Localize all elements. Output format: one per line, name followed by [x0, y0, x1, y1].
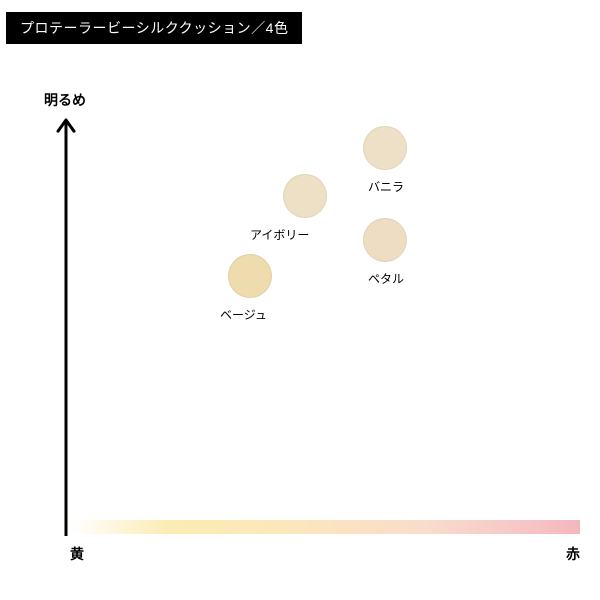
x-axis-right-label: 赤 [566, 544, 580, 564]
swatch-label-beige: ベージュ [220, 306, 267, 323]
swatch-ivory [283, 174, 327, 218]
swatch-label-ivory: アイボリー [250, 226, 309, 243]
x-axis-left-label: 黄 [70, 544, 84, 564]
swatch-petal [363, 218, 407, 262]
swatch-beige [228, 254, 272, 298]
chart-title: プロテーラービーシルククッション／4色 [20, 20, 288, 36]
chart-title-badge: プロテーラービーシルククッション／4色 [6, 12, 302, 44]
x-axis-gradient [70, 520, 580, 534]
swatch-label-petal: ペタル [368, 270, 404, 287]
y-axis-arrow-icon [40, 60, 80, 580]
swatch-label-vanilla: バニラ [368, 178, 404, 195]
swatch-vanilla [363, 126, 407, 170]
shade-chart: 明るめ 黄 赤 バニラアイボリーペタルベージュ [40, 60, 580, 580]
